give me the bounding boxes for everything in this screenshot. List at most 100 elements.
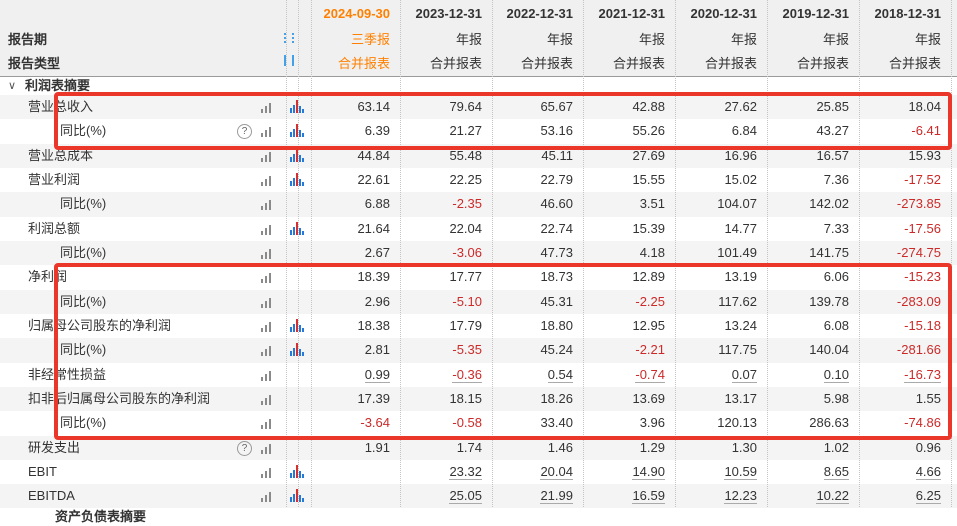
column-header-report-type: 合并报表 — [704, 56, 757, 71]
bar-chart-icon[interactable] — [261, 247, 271, 259]
cell-value: 1.29 — [639, 440, 665, 455]
row-label: 营业利润 — [28, 172, 81, 187]
mini-marker-dashed-icon — [292, 33, 294, 45]
column-header-report-type: 合并报表 — [337, 56, 390, 71]
cell-value: 13.24 — [724, 318, 757, 333]
table-row[interactable]: 同比(%) 6.88 -2.35 46.60 3.51 104.07 142.02 -273.… — [0, 192, 957, 217]
bar-chart-icon[interactable] — [261, 466, 271, 478]
bar-chart-icon[interactable] — [261, 417, 271, 429]
sparkline-icon[interactable] — [290, 465, 304, 478]
mini-marker-solid-icon — [292, 55, 294, 66]
bar-chart-icon[interactable] — [261, 442, 271, 454]
column-separator — [286, 0, 287, 515]
cell-value: 47.73 — [540, 245, 573, 260]
table-row[interactable]: EBIT 23.32 20.04 14.90 10.59 8.65 4.66 — [0, 460, 957, 484]
cell-value: 5.98 — [823, 391, 849, 406]
sparkline-icon[interactable] — [290, 343, 304, 356]
bar-chart-icon[interactable] — [261, 223, 271, 235]
help-icon[interactable]: ? — [237, 441, 252, 456]
bar-chart-icon[interactable] — [261, 296, 271, 308]
table-row[interactable]: 非经常性损益 0.99 -0.36 0.54 -0.74 0.07 0.10 -16.73 — [0, 363, 957, 387]
bar-chart-icon[interactable] — [261, 369, 271, 381]
cell-value — [313, 484, 390, 509]
column-header-date: 2023-12-31 — [415, 6, 483, 21]
cell-value: 117.62 — [718, 294, 757, 309]
cell-value: 15.55 — [632, 172, 665, 187]
row-label: 同比(%) — [60, 294, 107, 309]
bar-chart-icon[interactable] — [261, 150, 271, 162]
sparkline-icon[interactable] — [290, 149, 304, 162]
table-row[interactable]: 扣非后归属母公司股东的净利润 17.39 18.15 18.26 13.69 13.17 5… — [0, 387, 957, 411]
table-row[interactable]: 营业总收入 63.14 79.64 65.67 42.88 27.62 25.85 18.04 — [0, 95, 957, 119]
row-label: 同比(%) — [60, 415, 107, 430]
cell-value — [313, 460, 390, 484]
cell-value: 25.85 — [816, 99, 849, 114]
cell-value: 0.54 — [547, 367, 573, 383]
cell-value: 1.46 — [547, 440, 573, 455]
cell-value: 139.78 — [809, 294, 849, 309]
cell-value: 18.04 — [908, 99, 941, 114]
chevron-down-icon[interactable]: ∨ — [8, 80, 17, 92]
sparkline-icon[interactable] — [290, 222, 304, 235]
section-title: 利润表摘要 — [25, 78, 91, 93]
table-row[interactable]: 同比(%) 2.81 -5.35 45.24 -2.21 117.75 140.04 -281… — [0, 338, 957, 363]
cell-value: -16.73 — [904, 367, 941, 383]
mini-marker-solid-icon — [284, 55, 286, 66]
sparkline-icon[interactable] — [290, 124, 304, 137]
cell-value: 1.74 — [456, 440, 482, 455]
cell-value: 1.02 — [823, 440, 849, 455]
table-row[interactable]: 同比(%) 2.67 -3.06 47.73 4.18 101.49 141.75 -274.… — [0, 241, 957, 265]
cell-value: 17.77 — [449, 269, 482, 284]
mini-marker-dashed-icon — [284, 33, 286, 45]
sparkline-icon[interactable] — [290, 319, 304, 332]
column-separator — [675, 0, 676, 515]
bar-chart-icon[interactable] — [261, 344, 271, 356]
cell-value: -281.66 — [896, 342, 941, 357]
cell-value: 2.67 — [364, 245, 390, 260]
cell-value: 3.96 — [639, 415, 665, 430]
cell-value: 7.33 — [823, 221, 849, 236]
cell-value: 22.25 — [449, 172, 482, 187]
bar-chart-icon[interactable] — [261, 320, 271, 332]
table-row[interactable]: 利润总额 21.64 22.04 22.74 15.39 14.77 7.33 -17.56 — [0, 217, 957, 241]
section-header-income-statement[interactable]: ∨ 利润表摘要 — [0, 77, 957, 95]
table-row[interactable]: 同比(%) 2.96 -5.10 45.31 -2.25 117.62 139.78 -283… — [0, 290, 957, 314]
sparkline-icon[interactable] — [290, 173, 304, 186]
table-row[interactable]: 同比(%) -3.64 -0.58 33.40 3.96 120.13 286.63 -74.… — [0, 411, 957, 436]
cell-value: 3.51 — [639, 196, 665, 211]
cell-value: 45.24 — [540, 342, 573, 357]
table-row[interactable]: 同比(%)? 6.39 21.27 53.16 55.26 6.84 43.27 -6.41 — [0, 119, 957, 144]
table-row[interactable]: 研发支出? 1.91 1.74 1.46 1.29 1.30 1.02 0.96 — [0, 436, 957, 460]
bar-chart-icon[interactable] — [261, 490, 271, 502]
bar-chart-icon[interactable] — [261, 393, 271, 405]
table-row[interactable]: 营业利润 22.61 22.25 22.79 15.55 15.02 7.36 -17.52 — [0, 168, 957, 192]
bar-chart-icon[interactable] — [261, 101, 271, 113]
cell-value: 6.06 — [823, 269, 849, 284]
column-separator — [400, 0, 401, 515]
table-row[interactable]: 净利润 18.39 17.77 18.73 12.89 13.19 6.06 -15.23 — [0, 265, 957, 290]
cell-value: 6.88 — [364, 196, 390, 211]
table-row[interactable]: 营业总成本 44.84 55.48 45.11 27.69 16.96 16.57 15.93 — [0, 144, 957, 168]
table-row[interactable]: 归属母公司股东的净利润 18.38 17.79 18.80 12.95 13.24 6.08… — [0, 314, 957, 338]
bar-chart-icon[interactable] — [261, 174, 271, 186]
cell-value: 12.23 — [724, 488, 757, 504]
sparkline-icon[interactable] — [290, 100, 304, 113]
cell-value: 22.61 — [357, 172, 390, 187]
table-row[interactable]: EBITDA 25.05 21.99 16.59 12.23 10.22 6.25 — [0, 484, 957, 509]
bar-chart-icon[interactable] — [261, 125, 271, 137]
cell-value: 6.25 — [915, 488, 941, 504]
section-header-balance-sheet-partial[interactable]: 资产负债表摘要 — [0, 508, 957, 526]
cell-value: 6.08 — [823, 318, 849, 333]
bar-chart-icon[interactable] — [261, 271, 271, 283]
column-header-report-type: 合并报表 — [888, 56, 941, 71]
column-header-report-type: 合并报表 — [796, 56, 849, 71]
bar-chart-icon[interactable] — [261, 198, 271, 210]
cell-value: -273.85 — [896, 196, 941, 211]
row-label: 净利润 — [28, 269, 68, 284]
help-icon[interactable]: ? — [237, 124, 252, 139]
cell-value: -3.06 — [452, 245, 482, 260]
sparkline-icon[interactable] — [290, 489, 304, 502]
cell-value: 63.14 — [357, 99, 390, 114]
cell-value: 1.91 — [364, 440, 390, 455]
cell-value: 286.63 — [809, 415, 849, 430]
